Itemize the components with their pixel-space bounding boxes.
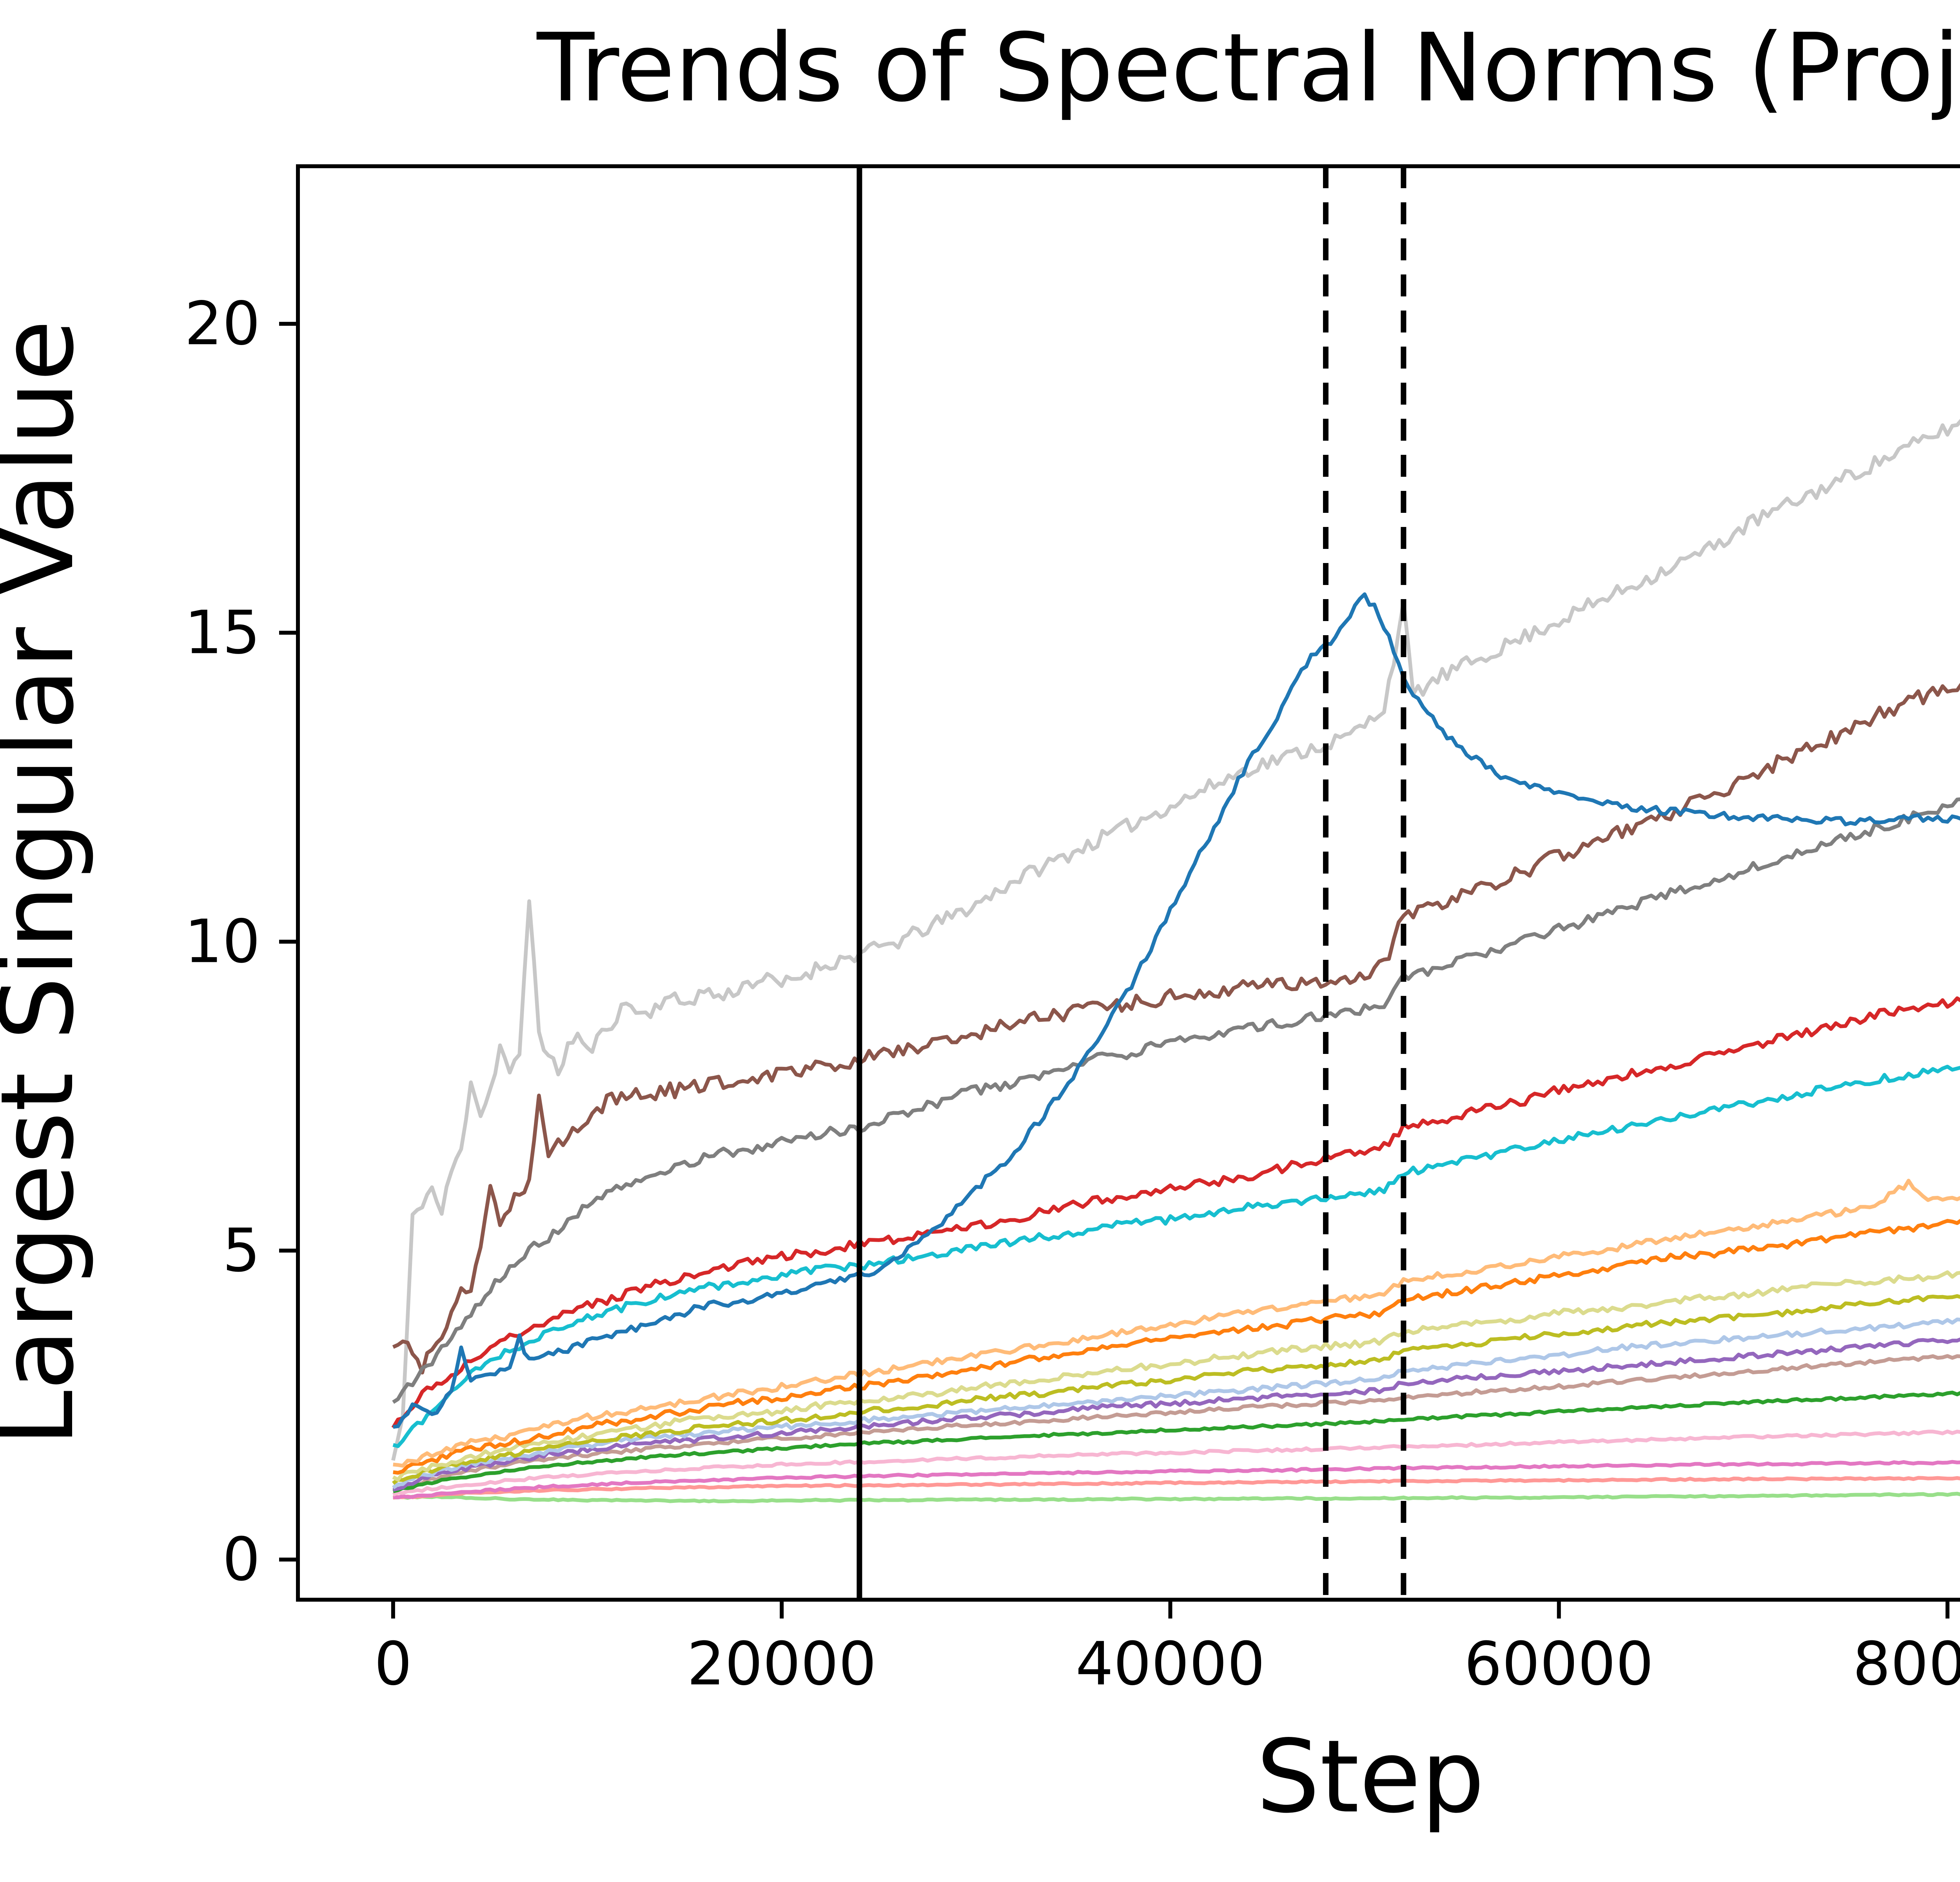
series-line-lightblue [392,1317,1960,1490]
series-line-gray [392,797,1960,1404]
series-line-blue [393,592,1960,1429]
x-tick-label: 40000 [1076,1629,1265,1699]
series-line-orange [393,1219,1960,1475]
series-line-orchid [393,1460,1960,1499]
y-tick-label: 20 [185,289,260,358]
x-tick-label: 60000 [1464,1629,1654,1699]
y-tick-label: 0 [222,1525,260,1594]
series-line-khaki [392,1270,1960,1482]
x-tick-label: 80000 [1853,1629,1960,1699]
series-line-silver [391,419,1960,1461]
series-line-lightgreen [393,1491,1960,1503]
axes-frame [296,164,1960,1602]
series-line-peach [393,1179,1960,1468]
y-tick-label: 10 [185,907,260,976]
series-line-cyan [392,1065,1960,1448]
series-line-pink [392,1430,1960,1497]
chart-title: Trends of Spectral Norms (ProjGAN) [536,13,1960,123]
series-line-purple [392,1337,1960,1492]
x-tick-label: 0 [374,1629,412,1699]
y-tick-label: 15 [185,598,260,667]
series-line-rosybrown [393,1354,1960,1492]
x-axis-label: Step [1256,1719,1485,1835]
y-tick-label: 5 [222,1216,260,1285]
series-line-red [391,996,1960,1429]
y-axis-label: Largest Singular Value [0,320,96,1446]
x-tick-label: 20000 [687,1629,877,1699]
series-line-salmon [393,1476,1960,1500]
plot-area: 02000040000600008000010000005101520 [185,164,1960,1699]
series-line-olive [392,1294,1960,1485]
series-line-green [392,1390,1960,1493]
series-line-brown [392,683,1960,1375]
